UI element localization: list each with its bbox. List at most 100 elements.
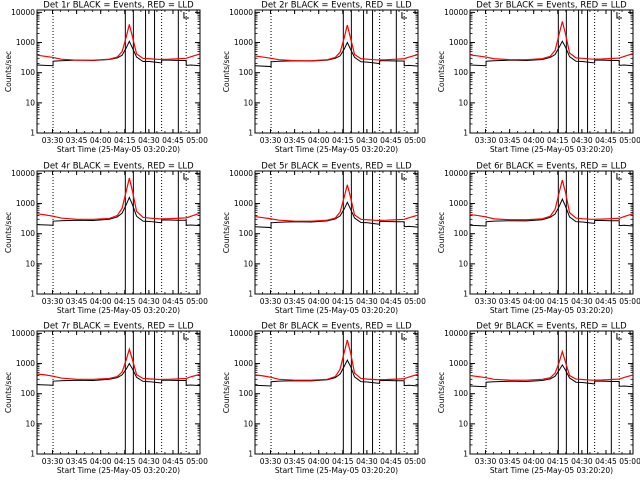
- x-tick-label: 04:45: [162, 457, 184, 466]
- x-axis-label: Start Time (25-May-05 03:20:20): [57, 306, 180, 315]
- series-line-events: [254, 201, 419, 229]
- y-axis-label: Counts/sec: [437, 372, 446, 413]
- x-tick-label: 03:45: [284, 457, 306, 466]
- x-axis-label: Start Time (25-May-05 03:20:20): [275, 306, 398, 315]
- detector-panel-4: Det 4r BLACK = Events, RED = LLD 1 10 100 10…: [4, 162, 208, 316]
- y-tick-label: 10: [458, 98, 468, 107]
- detector-panel-7: Det 7r BLACK = Events, RED = LLD 1 10 100 10…: [4, 322, 208, 476]
- series-line-lld: [36, 24, 201, 61]
- plot-frame: [469, 9, 634, 134]
- y-tick-label: 1: [463, 290, 468, 299]
- x-tick-label: 04:45: [380, 457, 402, 466]
- x-tick-label: 04:15: [547, 297, 569, 306]
- state-flag-mark: [183, 173, 189, 180]
- y-tick-label: 1: [30, 290, 35, 299]
- x-tick-label: 04:45: [162, 136, 184, 145]
- x-tick-label: 04:00: [90, 457, 112, 466]
- panel-title: Det 1r BLACK = Events, RED = LLD: [43, 1, 194, 11]
- x-tick-label: 03:45: [66, 457, 88, 466]
- y-tick-label: 1000: [234, 359, 253, 368]
- y-tick-label: 100: [21, 229, 36, 238]
- plot-frame: [36, 9, 201, 134]
- panel-title: Det 4r BLACK = Events, RED = LLD: [43, 162, 194, 172]
- y-tick-label: 10000: [229, 8, 253, 17]
- y-tick-label: 10000: [11, 169, 35, 178]
- y-tick-label: 100: [21, 389, 36, 398]
- x-tick-label: 03:30: [42, 297, 64, 306]
- series-line-lld: [36, 177, 201, 220]
- y-tick-label: 1000: [16, 38, 35, 47]
- x-tick-label: 04:15: [547, 457, 569, 466]
- y-tick-label: 10: [243, 259, 253, 268]
- x-tick-label: 04:45: [380, 136, 402, 145]
- x-tick-label: 04:15: [114, 457, 136, 466]
- y-axis-label: Counts/sec: [4, 212, 13, 253]
- x-tick-label: 04:00: [90, 297, 112, 306]
- y-tick-label: 10000: [11, 329, 35, 338]
- detector-panel-2: Det 2r BLACK = Events, RED = LLD 1 10 100 10…: [222, 1, 426, 155]
- x-tick-label: 04:00: [523, 297, 545, 306]
- x-tick-label: 04:15: [114, 297, 136, 306]
- y-axis-label: Counts/sec: [437, 212, 446, 253]
- y-tick-label: 10000: [444, 169, 468, 178]
- y-tick-label: 100: [239, 389, 254, 398]
- state-flag-mark: [616, 12, 622, 19]
- x-tick-label: 03:45: [66, 297, 88, 306]
- x-tick-label: 04:30: [138, 136, 160, 145]
- x-tick-label: 04:30: [571, 136, 593, 145]
- x-tick-label: 03:45: [284, 136, 306, 145]
- x-tick-label: 05:00: [404, 297, 426, 306]
- state-flag-mark: [401, 333, 407, 340]
- x-tick-label: 04:15: [547, 136, 569, 145]
- x-tick-label: 05:00: [404, 457, 426, 466]
- x-tick-label: 04:00: [308, 297, 330, 306]
- y-tick-label: 10: [458, 259, 468, 268]
- detector-panel-8: Det 8r BLACK = Events, RED = LLD 1 10 100 10…: [222, 322, 426, 476]
- series-line-events: [469, 40, 634, 67]
- x-axis-label: Start Time (25-May-05 03:20:20): [275, 466, 398, 475]
- y-tick-label: 100: [454, 389, 469, 398]
- x-tick-label: 04:30: [571, 297, 593, 306]
- x-tick-label: 03:45: [499, 136, 521, 145]
- y-tick-label: 1: [463, 450, 468, 459]
- x-tick-label: 05:00: [186, 457, 208, 466]
- x-tick-label: 05:00: [186, 297, 208, 306]
- y-tick-label: 10: [243, 419, 253, 428]
- x-tick-label: 04:15: [332, 136, 354, 145]
- y-axis-label: Counts/sec: [222, 212, 231, 253]
- y-tick-label: 100: [239, 229, 254, 238]
- x-tick-label: 04:30: [356, 136, 378, 145]
- x-tick-label: 04:30: [356, 457, 378, 466]
- x-tick-label: 04:15: [332, 297, 354, 306]
- plot-frame: [254, 9, 419, 134]
- series-line-events: [36, 196, 201, 227]
- x-tick-label: 04:45: [595, 136, 617, 145]
- plot-frame: [469, 170, 634, 295]
- x-tick-label: 03:45: [284, 297, 306, 306]
- y-tick-label: 10000: [229, 169, 253, 178]
- x-tick-label: 03:45: [499, 297, 521, 306]
- y-axis-label: Counts/sec: [222, 51, 231, 92]
- y-tick-label: 10: [458, 419, 468, 428]
- series-line-lld: [469, 349, 634, 381]
- series-line-lld: [36, 347, 201, 381]
- y-tick-label: 1000: [449, 199, 468, 208]
- x-axis-label: Start Time (25-May-05 03:20:20): [490, 306, 613, 315]
- y-tick-label: 1: [248, 290, 253, 299]
- y-tick-label: 1000: [16, 199, 35, 208]
- x-tick-label: 03:30: [42, 136, 64, 145]
- x-tick-label: 04:45: [380, 297, 402, 306]
- x-tick-label: 03:30: [475, 457, 497, 466]
- y-axis-label: Counts/sec: [222, 372, 231, 413]
- x-tick-label: 04:30: [571, 457, 593, 466]
- y-tick-label: 10000: [229, 329, 253, 338]
- x-tick-label: 05:00: [186, 136, 208, 145]
- series-line-events: [469, 197, 634, 227]
- x-axis-label: Start Time (25-May-05 03:20:20): [490, 466, 613, 475]
- x-tick-label: 04:30: [138, 297, 160, 306]
- state-flag-mark: [401, 12, 407, 19]
- y-tick-label: 10: [25, 259, 35, 268]
- x-tick-label: 05:00: [619, 297, 640, 306]
- x-tick-label: 04:30: [356, 297, 378, 306]
